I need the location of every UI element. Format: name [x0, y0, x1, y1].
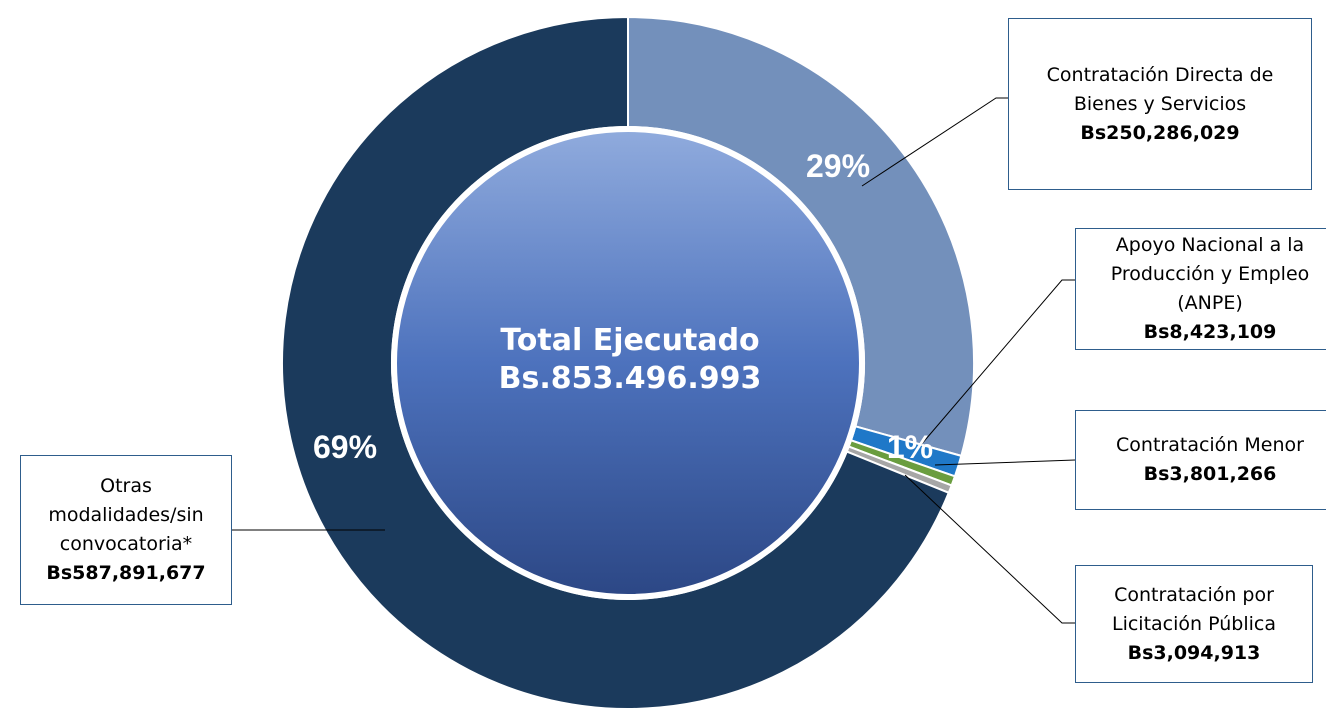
leader-line	[904, 474, 1075, 624]
category-label: Contratación Menor	[1116, 434, 1304, 456]
leader-line	[861, 97, 1008, 187]
leader-line	[934, 459, 1076, 466]
category-label: Contratación por Licitación Pública	[1112, 583, 1276, 635]
percent-label: 69%	[313, 429, 377, 465]
label-box: Otras modalidades/sin convocatoria* Bs587…	[20, 455, 232, 605]
value-label: Bs3,801,266	[1143, 463, 1277, 485]
center-circle	[391, 126, 865, 600]
label-box: Contratación por Licitación Pública Bs3,0…	[1075, 565, 1313, 683]
value-label: Bs250,286,029	[1080, 121, 1240, 144]
category-label: Contratación Directa de Bienes y Servici…	[1046, 63, 1274, 115]
percent-label: 29%	[806, 148, 870, 184]
center-value: Bs.853.496.993	[499, 361, 762, 396]
category-label: Apoyo Nacional a la Producción y Empleo …	[1110, 234, 1310, 314]
value-label: Bs587,891,677	[46, 562, 206, 584]
value-label: Bs3,094,913	[1127, 641, 1261, 664]
label-box: Contratación Directa de Bienes y Servici…	[1008, 18, 1312, 190]
leader-line	[919, 279, 1075, 447]
category-label: Otras modalidades/sin convocatoria*	[48, 475, 204, 555]
value-label: Bs8,423,109	[1143, 321, 1277, 343]
center-title: Total Ejecutado	[500, 323, 759, 358]
percent-labels: 29% 1% 69%	[313, 148, 933, 465]
label-box: Apoyo Nacional a la Producción y Empleo …	[1075, 228, 1326, 350]
leader-lines	[232, 97, 1076, 624]
label-box: Contratación Menor Bs3,801,266	[1075, 410, 1326, 510]
percent-label: 1%	[887, 429, 933, 465]
